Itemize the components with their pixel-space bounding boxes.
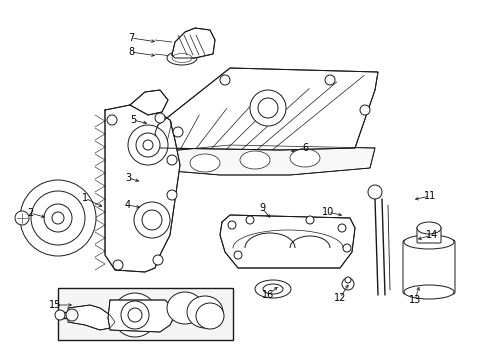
Circle shape (341, 278, 353, 290)
Circle shape (167, 190, 177, 200)
Circle shape (31, 191, 85, 245)
Polygon shape (155, 68, 377, 150)
Text: 14: 14 (425, 230, 437, 240)
Circle shape (359, 105, 369, 115)
Circle shape (337, 224, 346, 232)
Circle shape (20, 180, 96, 256)
Text: 1: 1 (82, 193, 88, 203)
Circle shape (107, 115, 117, 125)
Text: 11: 11 (423, 191, 435, 201)
Ellipse shape (167, 51, 197, 65)
Text: 4: 4 (124, 200, 131, 210)
Text: 2: 2 (27, 208, 33, 218)
Ellipse shape (263, 284, 283, 294)
Polygon shape (130, 90, 168, 115)
Circle shape (128, 308, 142, 322)
Ellipse shape (416, 222, 440, 234)
Ellipse shape (196, 303, 224, 329)
Text: 15: 15 (49, 300, 61, 310)
Circle shape (227, 221, 236, 229)
Circle shape (136, 133, 160, 157)
Circle shape (55, 310, 65, 320)
Circle shape (167, 155, 177, 165)
Circle shape (305, 216, 313, 224)
Circle shape (245, 216, 253, 224)
Circle shape (44, 204, 72, 232)
Circle shape (113, 260, 123, 270)
Circle shape (128, 125, 168, 165)
Circle shape (249, 90, 285, 126)
Text: 5: 5 (130, 115, 136, 125)
Circle shape (155, 113, 164, 123)
Polygon shape (172, 28, 215, 58)
Ellipse shape (186, 296, 223, 328)
FancyBboxPatch shape (58, 288, 232, 340)
Ellipse shape (172, 54, 192, 63)
Circle shape (52, 212, 64, 224)
Text: 3: 3 (124, 173, 131, 183)
Text: 12: 12 (333, 293, 346, 303)
Text: 7: 7 (128, 33, 134, 43)
Polygon shape (108, 300, 175, 332)
Text: 16: 16 (262, 290, 274, 300)
Circle shape (66, 309, 78, 321)
Polygon shape (68, 305, 115, 330)
Polygon shape (105, 105, 180, 272)
Circle shape (220, 75, 229, 85)
Ellipse shape (403, 235, 453, 249)
Ellipse shape (167, 292, 203, 324)
Circle shape (142, 140, 153, 150)
Text: 10: 10 (321, 207, 333, 217)
Circle shape (345, 277, 350, 283)
FancyBboxPatch shape (416, 227, 440, 243)
Circle shape (258, 98, 278, 118)
Polygon shape (155, 145, 374, 175)
Text: 13: 13 (408, 295, 420, 305)
Circle shape (173, 127, 183, 137)
Circle shape (342, 244, 350, 252)
Circle shape (134, 202, 170, 238)
FancyBboxPatch shape (402, 240, 454, 294)
Text: 9: 9 (259, 203, 264, 213)
Text: 6: 6 (301, 143, 307, 153)
Circle shape (113, 293, 157, 337)
Circle shape (15, 211, 29, 225)
Circle shape (367, 185, 381, 199)
Ellipse shape (289, 149, 319, 167)
Circle shape (121, 301, 149, 329)
Circle shape (234, 251, 242, 259)
Circle shape (142, 210, 162, 230)
Ellipse shape (240, 151, 269, 169)
Polygon shape (220, 215, 354, 268)
Circle shape (325, 75, 334, 85)
Ellipse shape (190, 154, 220, 172)
Ellipse shape (254, 280, 290, 298)
Text: 8: 8 (128, 47, 134, 57)
Ellipse shape (403, 285, 453, 299)
Circle shape (153, 255, 163, 265)
